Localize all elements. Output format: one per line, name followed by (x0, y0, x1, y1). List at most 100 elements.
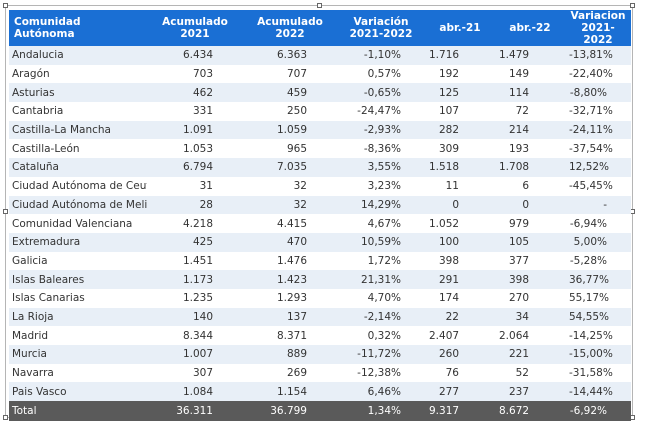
abr-22-cell: 2.064 (495, 326, 565, 345)
acumulado-2021-cell: 6.794 (147, 158, 243, 177)
abr-22-cell: 114 (495, 83, 565, 103)
total-abr-22: 8.672 (495, 401, 565, 422)
abr-22-cell: 398 (495, 270, 565, 289)
variacion-acumulado-cell: 3,55% (337, 158, 425, 177)
abr-22-cell: 193 (495, 139, 565, 159)
variacion-abril-cell: -22,40% (565, 64, 631, 84)
table-row: Castilla-La Mancha 1.091 1.059 -2,93% 282 214… (9, 120, 631, 140)
variacion-acumulado-cell: -2,14% (337, 307, 425, 327)
acumulado-2021-cell: 6.434 (147, 46, 243, 65)
abr-22-cell: 1.479 (495, 46, 565, 65)
region-cell: Castilla-León (9, 139, 147, 159)
region-cell: La Rioja (9, 307, 147, 327)
acumulado-2022-cell: 1.476 (243, 251, 337, 271)
acumulado-2022-cell: 459 (243, 83, 337, 103)
region-cell: Islas Canarias (9, 288, 147, 308)
abr-21-cell: 282 (425, 120, 495, 140)
header-acumulado-2022: Acumulado 2022 (243, 10, 337, 46)
region-cell: Islas Baleares (9, 270, 147, 289)
abr-22-cell: 6 (495, 176, 565, 196)
table-row: Castilla-León 1.053 965 -8,36% 309 193 -37,54% (9, 139, 631, 159)
abr-21-cell: 11 (425, 176, 495, 196)
acumulado-2022-cell: 1.423 (243, 270, 337, 289)
abr-21-cell: 125 (425, 83, 495, 103)
variacion-abril-cell: -6,94% (565, 214, 631, 233)
variacion-abril-cell: -13,81% (565, 46, 631, 65)
table-row: Aragón 703 707 0,57% 192 149 -22,40% (9, 64, 631, 84)
variacion-abril-cell: -14,25% (565, 326, 631, 345)
acumulado-2022-cell: 889 (243, 345, 337, 364)
variacion-abril-cell: 36,77% (565, 270, 631, 289)
variacion-abril-cell: -45,45% (565, 176, 631, 196)
variacion-abril-cell: 54,55% (565, 307, 631, 327)
acumulado-2022-cell: 6.363 (243, 46, 337, 65)
resize-handle-top-right[interactable] (630, 3, 635, 8)
total-acumulado-2021: 36.311 (147, 401, 243, 422)
total-variacion-acumulado: 1,34% (337, 401, 425, 422)
acumulado-2021-cell: 31 (147, 176, 243, 196)
acumulado-2021-cell: 1.053 (147, 139, 243, 159)
total-row: Total 36.311 36.799 1,34% 9.317 8.672 -6… (9, 401, 631, 422)
acumulado-2022-cell: 1.154 (243, 382, 337, 402)
acumulado-2021-cell: 462 (147, 83, 243, 103)
acumulado-2022-cell: 7.035 (243, 158, 337, 177)
abr-22-cell: 149 (495, 64, 565, 84)
variacion-acumulado-cell: -1,10% (337, 46, 425, 65)
region-cell: Asturias (9, 83, 147, 103)
variacion-abril-cell: 5,00% (565, 232, 631, 252)
acumulado-2022-cell: 707 (243, 64, 337, 84)
header-abr-21: abr.-21 (425, 10, 495, 46)
acumulado-2022-cell: 250 (243, 102, 337, 121)
abr-22-cell: 979 (495, 214, 565, 233)
resize-handle-bottom-left[interactable] (3, 415, 8, 420)
abr-21-cell: 260 (425, 345, 495, 364)
abr-21-cell: 1.716 (425, 46, 495, 65)
abr-21-cell: 192 (425, 64, 495, 84)
resize-handle-top-left[interactable] (3, 3, 8, 8)
variacion-acumulado-cell: 4,70% (337, 288, 425, 308)
header-variacion-abril: Variacion 2021-2022 (565, 10, 631, 46)
acumulado-2021-cell: 140 (147, 307, 243, 327)
acumulado-2022-cell: 137 (243, 307, 337, 327)
variacion-abril-cell: -14,44% (565, 382, 631, 402)
abr-22-cell: 214 (495, 120, 565, 140)
acumulado-2021-cell: 307 (147, 363, 243, 383)
acumulado-2021-cell: 1.084 (147, 382, 243, 402)
region-cell: Navarra (9, 363, 147, 383)
region-cell: Cataluña (9, 158, 147, 177)
abr-21-cell: 107 (425, 102, 495, 121)
acumulado-2021-cell: 1.451 (147, 251, 243, 271)
region-cell: Castilla-La Mancha (9, 120, 147, 140)
header-variacion-acumulado: Variación 2021-2022 (337, 10, 425, 46)
acumulado-2021-cell: 331 (147, 102, 243, 121)
variacion-acumulado-cell: 0,32% (337, 326, 425, 345)
table-row: Extremadura 425 470 10,59% 100 105 5,00% (9, 232, 631, 252)
region-cell: Andalucia (9, 46, 147, 65)
variacion-acumulado-cell: -12,38% (337, 363, 425, 383)
resize-handle-middle-left[interactable] (3, 209, 8, 214)
abr-21-cell: 0 (425, 195, 495, 215)
variacion-acumulado-cell: 1,72% (337, 251, 425, 271)
abr-22-cell: 34 (495, 307, 565, 327)
variacion-abril-cell: 12,52% (565, 158, 631, 177)
region-cell: Comunidad Valenciana (9, 214, 147, 233)
total-label: Total (9, 401, 147, 422)
total-variacion-abril: -6,92% (565, 401, 631, 422)
acumulado-2022-cell: 470 (243, 232, 337, 252)
variacion-abril-cell: -15,00% (565, 345, 631, 364)
table-row: Andalucia 6.434 6.363 -1,10% 1.716 1.479 -13,8… (9, 46, 631, 65)
acumulado-2022-cell: 269 (243, 363, 337, 383)
acumulado-2021-cell: 703 (147, 64, 243, 84)
acumulado-2021-cell: 1.091 (147, 120, 243, 140)
region-cell: Ciudad Autónoma de Ceuta (9, 176, 147, 196)
variacion-acumulado-cell: -8,36% (337, 139, 425, 159)
abr-21-cell: 291 (425, 270, 495, 289)
abr-21-cell: 1.052 (425, 214, 495, 233)
variacion-abril-cell: -8,80% (565, 83, 631, 103)
acumulado-2021-cell: 8.344 (147, 326, 243, 345)
region-cell: Madrid (9, 326, 147, 345)
resize-handle-top-center[interactable] (317, 3, 322, 8)
acumulado-2021-cell: 1.007 (147, 345, 243, 364)
abr-21-cell: 309 (425, 139, 495, 159)
abr-22-cell: 377 (495, 251, 565, 271)
